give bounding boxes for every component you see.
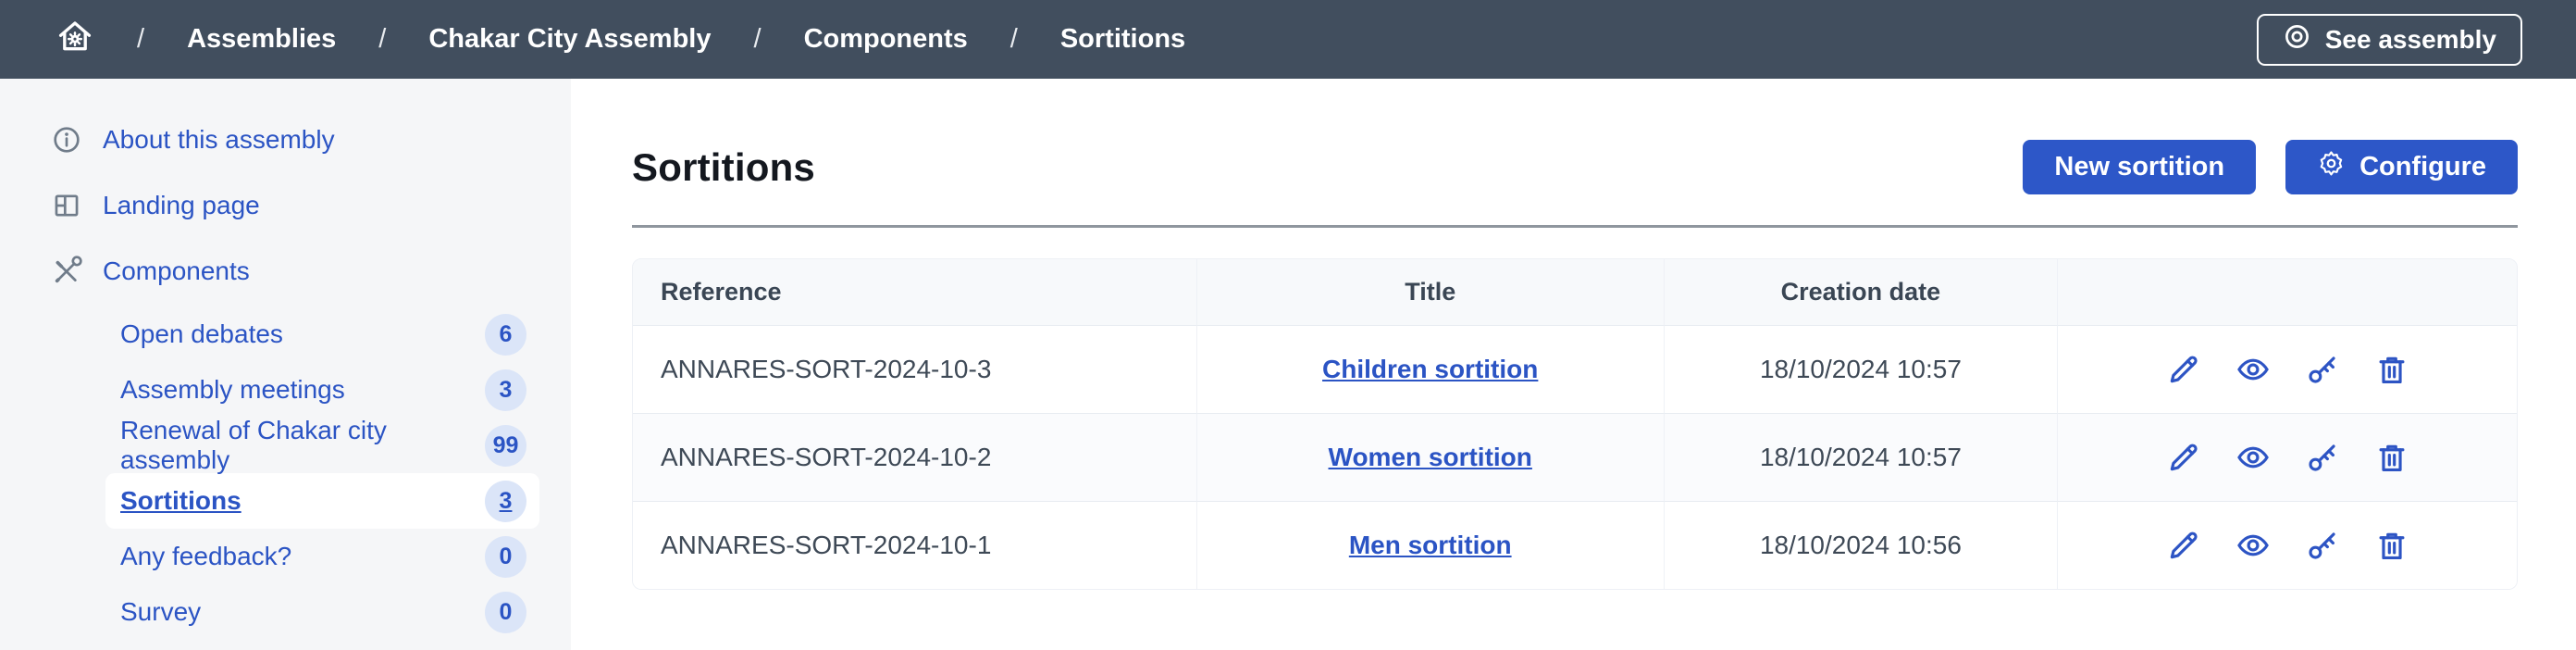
home-gear-icon — [56, 17, 94, 63]
breadcrumb-assembly-name[interactable]: Chakar City Assembly — [428, 24, 712, 54]
sidebar-item-about[interactable]: About this assembly — [0, 106, 571, 172]
edit-pencil-icon[interactable] — [2166, 352, 2201, 387]
sidebar-item-label: Sortitions — [120, 486, 242, 515]
reference-cell: ANNARES-SORT-2024-10-2 — [633, 413, 1196, 501]
count-badge: 0 — [485, 591, 526, 633]
admin-sidebar: About this assembly Landing page — [0, 79, 571, 650]
breadcrumb-components[interactable]: Components — [803, 24, 968, 54]
sidebar-item-label: Open debates — [120, 319, 283, 348]
new-sortition-button[interactable]: New sortition — [2023, 140, 2257, 194]
count-badge: 6 — [485, 313, 526, 356]
see-assembly-button[interactable]: See assembly — [2256, 13, 2522, 66]
sidebar-item-label: Components — [103, 256, 250, 285]
admin-topbar: / Assemblies / Chakar City Assembly / Co… — [0, 0, 2576, 79]
page-title: Sortitions — [632, 144, 815, 189]
home-breadcrumb-link[interactable] — [56, 17, 94, 63]
reference-cell: ANNARES-SORT-2024-10-3 — [633, 325, 1196, 413]
sidebar-item-survey[interactable]: Survey 0 — [105, 584, 539, 640]
sidebar-item-components[interactable]: Components — [0, 238, 571, 304]
sortition-title-link[interactable]: Men sortition — [1348, 531, 1512, 559]
sortition-title-link[interactable]: Children sortition — [1322, 355, 1539, 383]
table-row: ANNARES-SORT-2024-10-1 Men sortition 18/… — [633, 501, 2517, 589]
sidebar-item-assembly-meetings[interactable]: Assembly meetings 3 — [105, 362, 539, 418]
count-badge: 99 — [485, 424, 526, 467]
breadcrumb-separator: / — [137, 24, 145, 54]
creation-date-cell: 18/10/2024 10:57 — [1663, 325, 2058, 413]
reference-cell: ANNARES-SORT-2024-10-1 — [633, 501, 1196, 589]
sidebar-item-sortitions[interactable]: Sortitions 3 — [105, 473, 539, 529]
sidebar-item-label: Any feedback? — [120, 542, 292, 570]
layout-icon — [51, 190, 82, 221]
see-assembly-label: See assembly — [2324, 24, 2496, 54]
sortitions-table: Reference Title Creation date ANNARES-SO… — [632, 258, 2518, 590]
breadcrumb-separator: / — [1009, 24, 1018, 54]
configure-label: Configure — [2359, 152, 2486, 181]
gear-icon — [2317, 149, 2346, 185]
table-row: ANNARES-SORT-2024-10-3 Children sortitio… — [633, 325, 2517, 413]
breadcrumb-separator: / — [753, 24, 762, 54]
sortition-title-link[interactable]: Women sortition — [1328, 443, 1532, 471]
table-row: ANNARES-SORT-2024-10-2 Women sortition 1… — [633, 413, 2517, 501]
main-content: Sortitions New sortition Configure — [571, 79, 2576, 650]
delete-trash-icon[interactable] — [2374, 528, 2409, 563]
sidebar-item-any-feedback[interactable]: Any feedback? 0 — [105, 529, 539, 584]
tools-icon — [51, 255, 82, 287]
column-header-title: Title — [1195, 259, 1664, 325]
edit-pencil-icon[interactable] — [2166, 440, 2201, 475]
sidebar-item-open-debates[interactable]: Open debates 6 — [105, 306, 539, 362]
preview-eye-icon[interactable] — [2235, 528, 2271, 563]
sidebar-item-label: Landing page — [103, 190, 260, 219]
count-badge: 0 — [485, 535, 526, 578]
sidebar-item-label: Survey — [120, 597, 202, 626]
permissions-key-icon[interactable] — [2305, 352, 2340, 387]
title-divider — [632, 225, 2518, 228]
breadcrumb-separator: / — [378, 24, 387, 54]
creation-date-cell: 18/10/2024 10:57 — [1663, 413, 2058, 501]
sidebar-item-landing-page[interactable]: Landing page — [0, 172, 571, 238]
info-icon — [51, 124, 82, 156]
configure-button[interactable]: Configure — [2285, 140, 2518, 194]
preview-eye-icon[interactable] — [2235, 352, 2271, 387]
sidebar-item-label: Renewal of Chakar city assembly — [120, 416, 387, 474]
column-header-reference: Reference — [633, 259, 1196, 325]
sidebar-item-renewal[interactable]: Renewal of Chakar city assembly 99 — [105, 416, 539, 474]
breadcrumb: / Assemblies / Chakar City Assembly / Co… — [56, 17, 1185, 63]
delete-trash-icon[interactable] — [2374, 352, 2409, 387]
permissions-key-icon[interactable] — [2305, 528, 2340, 563]
column-header-actions — [2057, 259, 2517, 325]
creation-date-cell: 18/10/2024 10:56 — [1663, 501, 2058, 589]
components-sub-list: Open debates 6 Assembly meetings 3 Renew… — [0, 306, 571, 640]
breadcrumb-sortitions[interactable]: Sortitions — [1059, 24, 1186, 54]
eye-circle-icon — [2283, 22, 2311, 57]
sidebar-item-label: About this assembly — [103, 124, 335, 154]
breadcrumb-assemblies[interactable]: Assemblies — [187, 24, 337, 54]
new-sortition-label: New sortition — [2054, 152, 2225, 181]
edit-pencil-icon[interactable] — [2166, 528, 2201, 563]
delete-trash-icon[interactable] — [2374, 440, 2409, 475]
count-badge: 3 — [485, 480, 526, 522]
count-badge: 3 — [485, 369, 526, 411]
permissions-key-icon[interactable] — [2305, 440, 2340, 475]
column-header-creation-date: Creation date — [1663, 259, 2058, 325]
preview-eye-icon[interactable] — [2235, 440, 2271, 475]
sidebar-item-label: Assembly meetings — [120, 375, 345, 404]
